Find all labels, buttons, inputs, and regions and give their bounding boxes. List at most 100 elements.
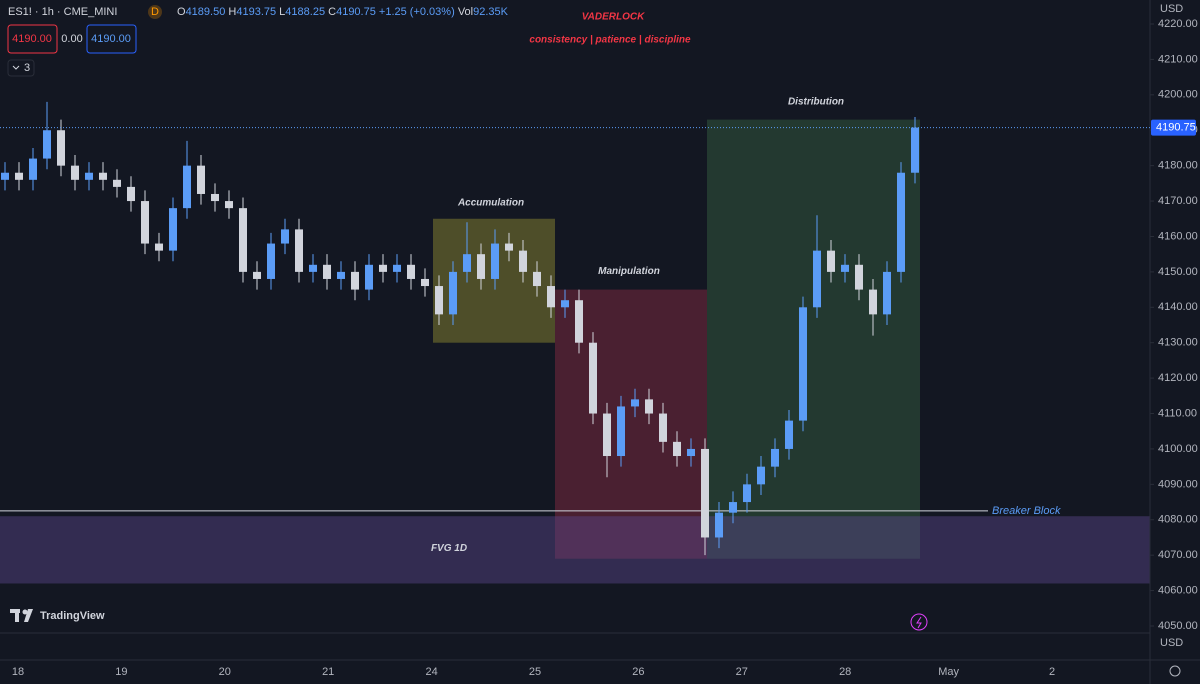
candle-body — [337, 271, 345, 279]
candle-body — [813, 250, 821, 308]
candle-body — [897, 172, 905, 272]
bolt — [916, 616, 922, 629]
candle-body — [617, 406, 625, 457]
o-value: 4189.50 — [186, 6, 226, 18]
logo-mark — [10, 609, 33, 622]
y-tick-label: 4140.00 — [1158, 301, 1198, 313]
vol-label: Vol — [458, 6, 473, 18]
y-tick-label: 4100.00 — [1158, 443, 1198, 455]
candle-body — [757, 466, 765, 485]
candle-body — [841, 264, 849, 272]
candle-body — [15, 172, 23, 180]
candle-body — [855, 264, 863, 290]
sell-button[interactable] — [7, 24, 58, 54]
y-tick-label: 4210.00 — [1158, 53, 1198, 65]
candle-body — [645, 399, 653, 414]
y-tick-label: 4170.00 — [1158, 195, 1198, 207]
candle-body — [715, 512, 723, 538]
candle-body — [379, 264, 387, 272]
candle-body — [85, 172, 93, 180]
candle-body — [351, 271, 359, 290]
indicator-count[interactable]: 3 — [24, 62, 30, 74]
y-tick-label: 4080.00 — [1158, 514, 1198, 526]
candle-body — [1, 172, 9, 180]
zone — [0, 516, 1150, 584]
c-label: C — [328, 6, 336, 18]
candle-body — [729, 502, 737, 513]
candle-body — [295, 229, 303, 272]
candle-body — [169, 208, 177, 251]
zone-label: FVG 1D — [431, 543, 467, 554]
candle-body — [827, 250, 835, 272]
candle-body — [505, 243, 513, 251]
currency-bottom[interactable]: USD — [1160, 637, 1183, 649]
candle-body — [547, 286, 555, 308]
candle-body — [141, 201, 149, 244]
sell-price[interactable]: 4190.00 — [12, 33, 52, 45]
candle-body — [183, 165, 191, 209]
candle-body — [673, 441, 681, 457]
candle-body — [365, 264, 373, 290]
buy-button[interactable] — [86, 24, 137, 54]
symbol[interactable]: ES1! · 1h · CME_MINI — [8, 6, 117, 18]
candle-body — [631, 399, 639, 407]
zones: Accumulation Manipulation Distribution FVG … — [0, 96, 1150, 584]
y-tick-label: 4050.00 — [1158, 620, 1198, 632]
candle-body — [197, 165, 205, 194]
indicator-toggle[interactable] — [7, 59, 35, 77]
y-tick-label: 4130.00 — [1158, 337, 1198, 349]
candles — [1, 101, 919, 556]
h-value: 4193.75 — [236, 6, 276, 18]
candle-body — [155, 243, 163, 251]
candle-body — [869, 289, 877, 315]
candle-body — [449, 271, 457, 315]
candle-body — [533, 271, 541, 287]
candle-body — [799, 307, 807, 421]
y-tick-label: 4150.00 — [1158, 266, 1198, 278]
candle-body — [29, 158, 37, 180]
candle-body — [99, 172, 107, 180]
y-tick-label: 4110.00 — [1158, 407, 1197, 419]
title: VADERLOCK — [582, 12, 645, 23]
candle-body — [701, 448, 709, 538]
candle-body — [323, 264, 331, 279]
candle-body — [267, 243, 275, 279]
y-tick-label: 4070.00 — [1158, 549, 1198, 561]
candle-body — [57, 130, 65, 166]
h-label: H — [228, 6, 236, 18]
candle-body — [785, 420, 793, 449]
settings-icon[interactable] — [1169, 665, 1181, 677]
x-tick-label: 19 — [115, 666, 127, 678]
zone-label: Distribution — [788, 96, 844, 107]
candle-body — [71, 165, 79, 180]
spread: 0.00 — [61, 33, 82, 45]
buy-price[interactable]: 4190.00 — [91, 33, 131, 45]
l-value: 4188.25 — [285, 6, 325, 18]
candle-body — [477, 254, 485, 279]
event-icon[interactable] — [910, 613, 928, 631]
candle-body — [575, 300, 583, 343]
last-price-tag — [1151, 119, 1196, 136]
x-tick-label: 18 — [12, 666, 24, 678]
x-tick-label: 24 — [425, 666, 437, 678]
candle-body — [211, 193, 219, 202]
candle-body — [519, 250, 527, 272]
y-tick-label: 4060.00 — [1158, 584, 1198, 596]
zone-label: Accumulation — [457, 197, 524, 208]
x-tick-label: 2 — [1049, 666, 1055, 678]
subtitle: consistency | patience | discipline — [529, 35, 691, 46]
candle-body — [743, 484, 751, 503]
candle-body — [561, 300, 569, 308]
candle-body — [407, 264, 415, 279]
candle-body — [463, 254, 471, 272]
candle-body — [309, 264, 317, 272]
currency[interactable]: USD — [1160, 3, 1183, 15]
candle-body — [491, 243, 499, 279]
y-tick-label: 4120.00 — [1158, 372, 1198, 384]
candle-body — [687, 448, 695, 457]
candle-body — [771, 448, 779, 467]
y-tick-label: 4160.00 — [1158, 230, 1198, 242]
candle-body — [435, 286, 443, 315]
candle-body — [281, 229, 289, 244]
candle-body — [239, 208, 247, 272]
